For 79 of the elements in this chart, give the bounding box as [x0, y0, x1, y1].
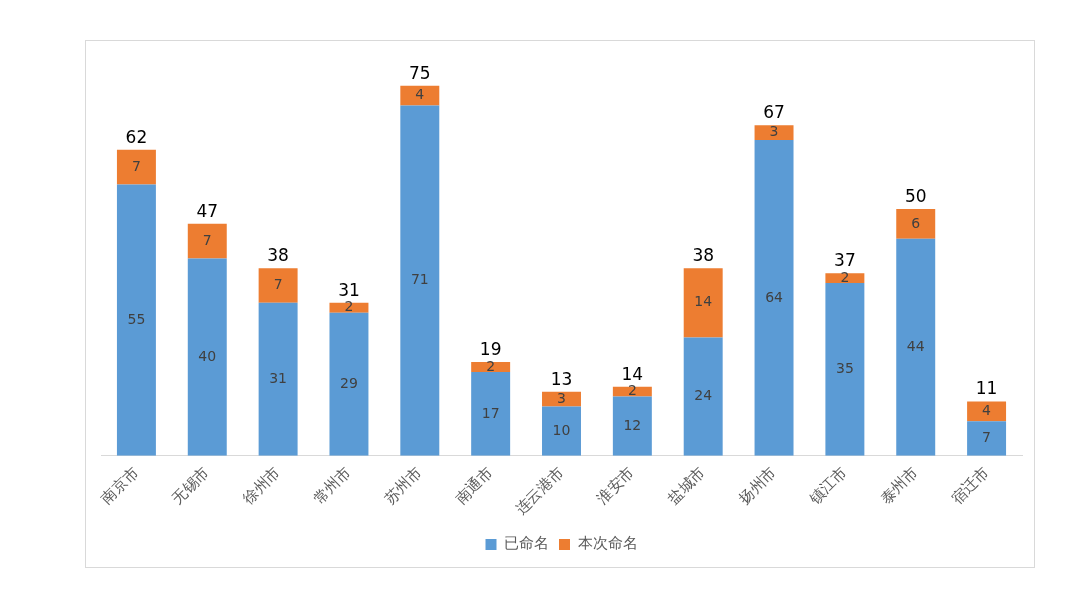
- x-tick-label: 淮安市: [593, 463, 638, 508]
- total-label: 75: [408, 62, 431, 83]
- data-label: 14: [694, 293, 713, 310]
- data-label: 4: [415, 86, 425, 103]
- data-label: 7: [202, 231, 212, 248]
- total-label: 47: [196, 200, 219, 221]
- x-tick-label: 泰州市: [876, 463, 922, 508]
- x-tick-label: 镇江市: [805, 463, 851, 509]
- bar: [683, 268, 723, 338]
- data-label: 7: [982, 429, 992, 446]
- total-label: 19: [479, 338, 502, 359]
- data-label: 3: [769, 123, 779, 140]
- data-label: 3: [557, 389, 566, 406]
- data-label: 6: [911, 214, 921, 231]
- bar: [967, 421, 1007, 456]
- bar: [967, 401, 1007, 422]
- data-label: 2: [486, 357, 496, 374]
- total-label: 14: [621, 363, 644, 384]
- bar: [400, 105, 440, 456]
- bar: [542, 406, 581, 456]
- bar: [471, 371, 511, 456]
- bar: [896, 209, 936, 239]
- x-tick-label: 无锡市: [168, 463, 213, 508]
- x-tick-label: 宿迁市: [947, 463, 993, 508]
- data-label: 4: [982, 402, 992, 419]
- bar: [612, 396, 652, 456]
- bar: [612, 386, 652, 397]
- data-label: 17: [481, 404, 500, 421]
- bar: [825, 273, 865, 284]
- data-label: 12: [623, 416, 642, 433]
- bar: [116, 184, 156, 456]
- data-label: 64: [765, 288, 784, 305]
- bar: [187, 223, 227, 259]
- total-label: 13: [550, 368, 573, 389]
- data-label: 7: [273, 276, 283, 293]
- data-label: 10: [552, 421, 571, 438]
- bar: [683, 337, 723, 456]
- total-label: 67: [763, 102, 785, 123]
- bar: [471, 362, 511, 372]
- data-label: 35: [835, 360, 854, 377]
- total-label: 31: [338, 279, 360, 300]
- x-tick-label: 苏州市: [380, 463, 426, 508]
- total-label: 37: [834, 250, 856, 271]
- x-tick-label: 徐州市: [239, 463, 284, 508]
- data-label: 40: [198, 347, 217, 364]
- data-label: 7: [131, 157, 141, 174]
- x-tick-label: 扬州市: [735, 463, 780, 508]
- data-label: 44: [906, 337, 925, 354]
- bar: [896, 238, 936, 456]
- x-tick-label: 南京市: [97, 463, 142, 508]
- bar: [754, 125, 794, 140]
- data-label: 2: [344, 298, 354, 315]
- total-label: 38: [692, 245, 715, 266]
- total-label: 50: [904, 185, 927, 206]
- data-label: 29: [340, 374, 358, 391]
- data-label: 71: [410, 271, 429, 288]
- data-label: 31: [269, 369, 288, 386]
- total-label: 38: [267, 245, 289, 266]
- bar: [754, 139, 794, 456]
- total-label: 11: [975, 378, 998, 399]
- total-label: 62: [125, 126, 148, 147]
- bar: [116, 149, 156, 185]
- bar: [258, 302, 298, 456]
- x-tick-label: 盐城市: [664, 463, 709, 508]
- data-label: 55: [127, 310, 146, 327]
- bar: [329, 302, 369, 313]
- data-label: 2: [627, 382, 637, 399]
- bar: [258, 268, 298, 303]
- data-label: 24: [694, 387, 713, 404]
- bar: [400, 85, 440, 106]
- legend-label: 已命名: [504, 534, 549, 553]
- x-tick-label: 南通市: [451, 463, 497, 508]
- bar: [187, 258, 227, 456]
- legend-label: 本次命名: [577, 534, 638, 553]
- data-label: 2: [840, 268, 850, 285]
- x-tick-label: 常州市: [309, 463, 355, 508]
- x-tick-label: 连云港市: [511, 463, 568, 519]
- bar: [329, 312, 369, 456]
- bar: [825, 283, 865, 456]
